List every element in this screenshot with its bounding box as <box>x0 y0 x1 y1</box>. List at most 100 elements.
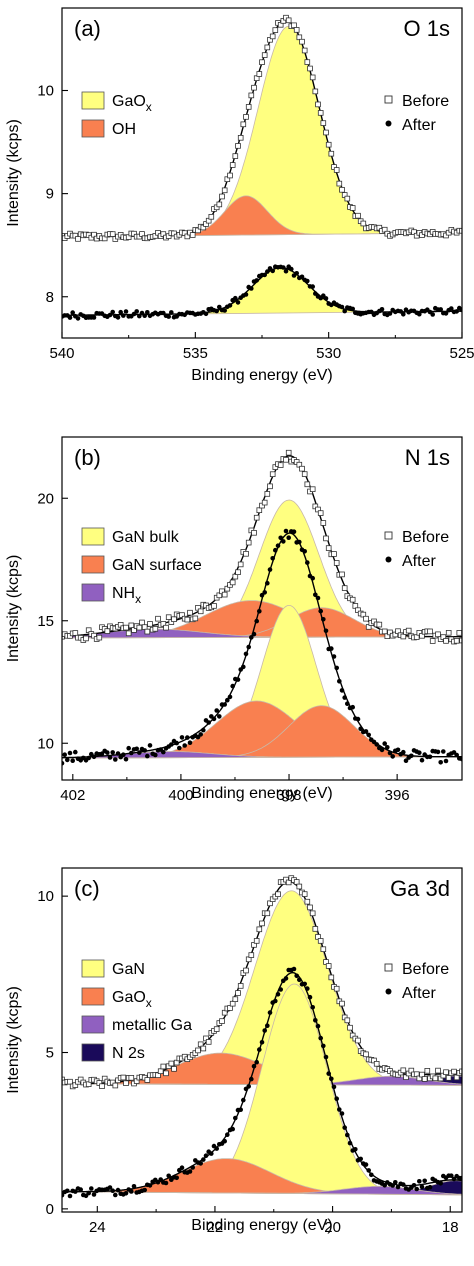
data-point <box>409 753 414 759</box>
data-point <box>283 268 289 274</box>
data-point <box>128 1075 135 1081</box>
data-point <box>259 59 265 65</box>
data-point <box>323 628 329 634</box>
data-points-before <box>62 449 462 645</box>
data-point <box>187 609 193 616</box>
data-point <box>219 1018 225 1024</box>
component-legend: GaOx OH <box>81 91 152 138</box>
data-point <box>115 751 121 756</box>
data-point <box>206 720 211 725</box>
data-point <box>75 236 81 242</box>
data-point <box>230 1126 235 1132</box>
legend-swatch <box>81 1015 105 1034</box>
data-point <box>233 1115 238 1121</box>
data-point <box>339 186 345 193</box>
data-point <box>297 539 302 545</box>
data-point <box>110 750 115 755</box>
data-point <box>214 708 219 713</box>
data-point <box>91 754 97 760</box>
data-point <box>432 1075 439 1082</box>
data-point <box>107 1185 113 1190</box>
data-point <box>245 539 252 546</box>
data-point <box>125 630 132 637</box>
data-point <box>73 749 78 755</box>
data-point <box>78 1187 83 1192</box>
data-point <box>169 310 174 315</box>
data-point <box>261 52 268 58</box>
data-point <box>422 1178 428 1184</box>
data-point <box>350 306 356 312</box>
data-point <box>62 752 67 757</box>
data-point <box>310 575 316 581</box>
data-point <box>227 303 233 308</box>
y-tick-label: 10 <box>37 888 54 905</box>
data-point <box>187 1169 193 1174</box>
legend-label: GaN surface <box>112 557 202 574</box>
data-point <box>110 1188 115 1193</box>
data-point <box>445 1075 452 1081</box>
data-point <box>235 300 241 305</box>
data-point <box>216 201 223 208</box>
data-point <box>240 121 247 128</box>
data-point <box>401 1182 406 1187</box>
data-point <box>137 750 142 755</box>
data-point <box>112 1082 119 1089</box>
data-point <box>459 637 462 644</box>
data-point <box>245 104 252 110</box>
data-point <box>318 1035 324 1041</box>
legend-swatch <box>81 583 105 602</box>
data-point <box>296 883 303 890</box>
data-point <box>320 520 327 526</box>
y-tick-label: 0 <box>46 1201 54 1218</box>
data-point <box>225 697 230 703</box>
legend-label: GaN <box>112 961 145 978</box>
data-point <box>269 471 276 477</box>
data-point <box>374 742 380 747</box>
data-point <box>134 309 139 314</box>
panel-tag: (b) <box>74 445 101 470</box>
data-point <box>358 726 364 732</box>
data-point <box>414 1186 420 1192</box>
data-point <box>145 310 150 315</box>
data-point <box>454 309 460 314</box>
data-point <box>113 757 118 762</box>
data-point <box>349 596 356 603</box>
legend-swatch <box>81 959 105 978</box>
data-point <box>337 679 342 684</box>
x-tick-label: 22 <box>207 1219 224 1236</box>
data-point <box>334 665 340 671</box>
data-point <box>395 747 401 753</box>
data-point <box>123 756 129 762</box>
data-point <box>337 1107 342 1112</box>
data-point <box>243 551 249 557</box>
data-point <box>246 1084 251 1089</box>
data-point <box>427 1184 433 1190</box>
data-point <box>449 306 454 311</box>
data-point <box>312 88 319 95</box>
data-point <box>401 312 406 317</box>
data-point <box>145 753 150 759</box>
data-point <box>201 1157 206 1162</box>
data-point <box>253 514 260 521</box>
data-points-before <box>62 875 462 1090</box>
data-point <box>267 483 273 490</box>
data-point <box>435 1067 441 1074</box>
data-point <box>307 65 313 72</box>
data-point <box>285 449 292 456</box>
data-point <box>123 624 129 631</box>
data-point <box>222 702 227 707</box>
data-point <box>310 284 316 289</box>
data-point <box>177 745 182 751</box>
legend-label: After <box>402 553 436 570</box>
panel-1: 540 535 530 525 8 9 10 Binding energy (eV) Inten… <box>5 7 474 384</box>
data-point <box>248 92 255 99</box>
data-point <box>142 748 147 753</box>
data-point <box>307 904 313 911</box>
data-point <box>329 1076 334 1082</box>
data-point <box>163 1070 169 1077</box>
data-point <box>141 624 148 630</box>
data-point <box>341 585 348 591</box>
data-point <box>265 269 270 274</box>
data-point <box>225 1132 230 1137</box>
data-point <box>323 296 329 301</box>
